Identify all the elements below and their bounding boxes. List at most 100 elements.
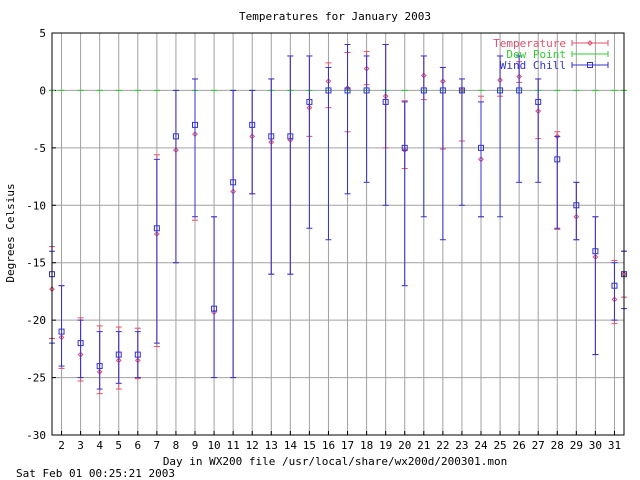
- x-tick-label: 4: [96, 439, 103, 452]
- legend-item-temperature: Temperature: [493, 37, 609, 50]
- y-tick-label: -15: [26, 257, 46, 270]
- legend-marker-temperature: [587, 40, 593, 46]
- wind-chill-errorbar: [516, 55, 523, 183]
- wind-chill-errorbar: [268, 78, 275, 275]
- x-tick-label: 7: [154, 439, 161, 452]
- legend-item-wind-chill: Wind Chill: [500, 59, 609, 72]
- wind-chill-point: [172, 133, 179, 140]
- x-tick-label: 20: [398, 439, 411, 452]
- wind-chill-point: [592, 248, 599, 255]
- wind-chill-point: [516, 87, 523, 94]
- wind-chill-errorbar: [535, 78, 542, 183]
- wind-chill-errorbar: [420, 55, 427, 218]
- wind-chill-errorbar: [344, 43, 351, 195]
- wind-chill-point: [382, 98, 389, 105]
- y-tick-label: -25: [26, 372, 46, 385]
- wind-chill-errorbar: [249, 89, 256, 195]
- wind-chill-errorbar: [172, 89, 179, 264]
- legend-label-dew-point: Dew Point: [506, 48, 566, 61]
- wind-chill-errorbar: [96, 331, 103, 390]
- wind-chill-point: [344, 87, 351, 94]
- x-tick-label: 30: [589, 439, 602, 452]
- wind-chill-point: [401, 144, 408, 151]
- wind-chill-errorbar: [458, 78, 465, 206]
- wind-chill-errorbar: [230, 89, 237, 379]
- x-tick-label: 22: [436, 439, 449, 452]
- legend-item-dew-point: Dew Point: [506, 48, 609, 61]
- x-tick-label: 31: [608, 439, 621, 452]
- wind-chill-errorbar: [592, 216, 599, 356]
- wind-chill-point: [268, 133, 275, 140]
- x-tick-label: 14: [284, 439, 298, 452]
- wind-chill-point: [420, 87, 427, 94]
- wind-chill-errorbar: [134, 331, 141, 379]
- legend-label-wind-chill: Wind Chill: [500, 59, 566, 72]
- x-axis-label: Day in WX200 file /usr/local/share/wx200…: [163, 455, 507, 468]
- x-tick-label: 12: [246, 439, 259, 452]
- x-tick-label: 13: [265, 439, 278, 452]
- x-tick-label: 10: [207, 439, 220, 452]
- wind-chill-point: [211, 305, 218, 312]
- x-tick-label: 23: [455, 439, 468, 452]
- y-tick-label: 0: [39, 84, 46, 97]
- wind-chill-point: [611, 282, 618, 289]
- x-tick-label: 28: [551, 439, 564, 452]
- wind-chill-point: [134, 351, 141, 358]
- wind-chill-point: [497, 87, 504, 94]
- x-tick-label: 18: [360, 439, 373, 452]
- wind-chill-point: [363, 87, 370, 94]
- legend-label-temperature: Temperature: [493, 37, 566, 50]
- wind-chill-point: [96, 363, 103, 370]
- y-tick-label: 5: [39, 27, 46, 40]
- footer-timestamp: Sat Feb 01 00:25:21 2003: [16, 467, 175, 480]
- x-tick-label: 2: [58, 439, 65, 452]
- x-tick-label: 16: [322, 439, 335, 452]
- y-tick-label: -20: [26, 314, 46, 327]
- wind-chill-errorbar: [478, 101, 484, 218]
- chart-title: Temperatures for January 2003: [239, 10, 431, 23]
- wind-chill-errorbar: [325, 66, 332, 241]
- wind-chill-errorbar: [287, 55, 294, 275]
- wind-chill-errorbar: [611, 262, 618, 321]
- y-axis-label: Degrees Celsius: [4, 183, 17, 282]
- x-tick-label: 8: [173, 439, 180, 452]
- wind-chill-errorbar: [153, 158, 160, 344]
- x-tick-label: 5: [115, 439, 122, 452]
- wind-chill-errorbar: [58, 285, 65, 367]
- wind-chill-point: [192, 121, 198, 128]
- x-tick-label: 9: [192, 439, 199, 452]
- wind-chill-point: [58, 328, 65, 335]
- wind-chill-point: [153, 225, 160, 232]
- x-tick-label: 29: [570, 439, 583, 452]
- wind-chill-point: [573, 202, 580, 209]
- x-tick-label: 6: [134, 439, 141, 452]
- x-tick-label: 26: [513, 439, 526, 452]
- x-tick-label: 27: [532, 439, 545, 452]
- wind-chill-errorbar: [497, 55, 504, 218]
- wind-chill-point: [458, 87, 465, 94]
- axis-ticks: 2 3 4 5 6 7 8 9 10 11 12 13 14 15 16 17 18 19 20 21 22 23 24 25…: [26, 27, 621, 452]
- x-tick-label: 11: [227, 439, 240, 452]
- y-tick-label: -5: [33, 142, 46, 155]
- wind-chill-point: [554, 156, 561, 163]
- wind-chill-point: [439, 87, 446, 94]
- legend-marker-wind-chill: [587, 62, 593, 68]
- wind-chill-point: [115, 351, 122, 358]
- x-tick-label: 24: [474, 439, 488, 452]
- wind-chill-errorbar: [439, 66, 446, 241]
- x-tick-label: 21: [417, 439, 430, 452]
- wind-chill-point: [249, 121, 256, 128]
- wind-chill-errorbar: [382, 43, 389, 206]
- plot-frame: [51, 32, 625, 436]
- y-tick-label: -10: [26, 199, 46, 212]
- wind-chill-point: [535, 98, 542, 105]
- wind-chill-errorbar: [554, 135, 561, 229]
- wind-chill-errorbar: [192, 78, 198, 218]
- wind-chill-errorbar: [306, 55, 313, 229]
- wind-chill-point: [478, 144, 484, 151]
- wind-chill-point: [325, 87, 332, 94]
- wind-chill-point: [77, 340, 84, 347]
- wind-chill-errorbar: [115, 331, 122, 384]
